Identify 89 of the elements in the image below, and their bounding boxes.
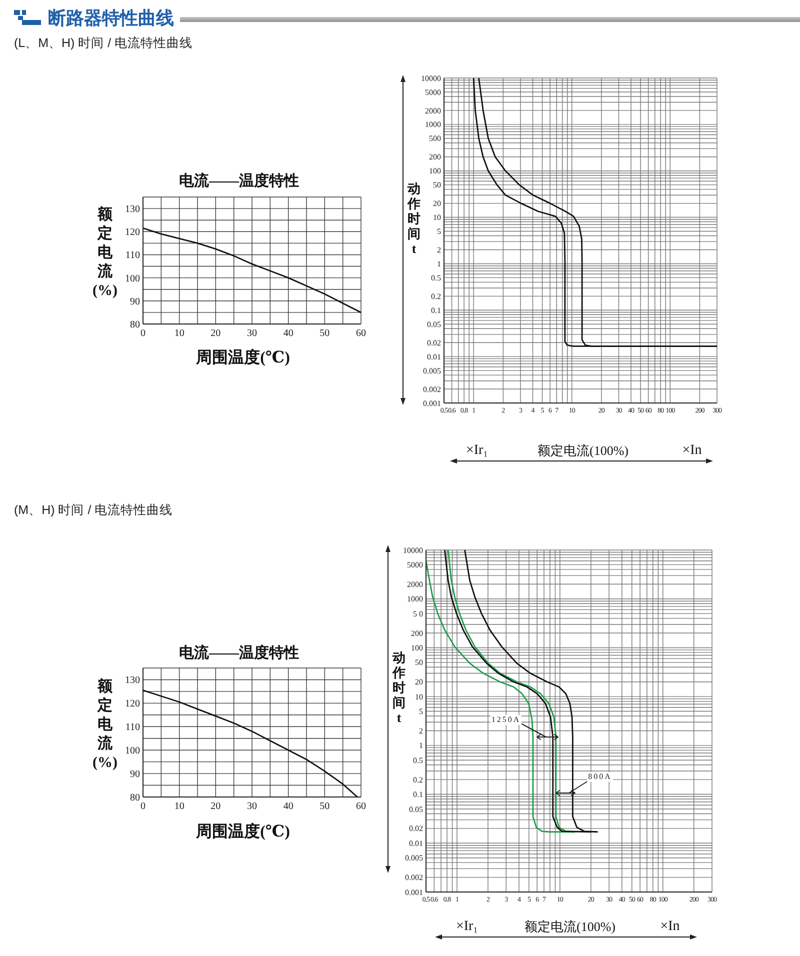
y-tick-label: 200 [429,152,441,162]
x-tick-label: 10 [174,328,184,339]
y-tick-label: 2 [437,246,441,255]
text: ×Ir₁ [456,919,478,935]
y-tick-label: 10 [415,692,423,702]
y-tick-label: 1 [419,741,423,750]
y-tick-label: 500 [429,134,441,144]
y-tick-label: 0.001 [423,398,441,408]
y-tick-label: 5000 [407,560,423,570]
chart-title: 电流——温度特性 [179,172,299,190]
y-tick-label: 0.2 [413,775,423,784]
y-tick-label: 90 [130,769,140,780]
y-tick-label: 5 [419,707,423,716]
annotation: 800A [587,772,613,782]
x-tick-label: 10 [174,801,184,812]
x-tick-label: 50 [320,328,330,339]
text: ×In [660,919,680,935]
x-tick-label: 60 [356,328,366,339]
y-tick-label: 10 [433,213,441,222]
y-axis-title: 动作时间t [392,650,406,725]
y-tick-label: 1000 [425,120,441,130]
y-tick-label: 2000 [425,106,441,116]
x-axis-title: 周围温度(℃) [196,822,290,842]
x-tick-label: 30 [247,801,257,812]
x-tick-label: 40 [283,328,294,339]
y-tick-label: 10000 [421,74,441,83]
y-tick-label: 120 [125,698,140,710]
y-tick-label: 0.01 [409,838,423,848]
y-tick-label: 80 [130,792,140,804]
y-tick-label: 200 [411,628,423,638]
y-tick-label: 100 [125,273,140,284]
y-tick-label: 130 [125,204,140,216]
y-tick-label: 0.02 [427,338,441,348]
x-tick-label: 0 [140,801,146,812]
y-tick-label: 110 [125,722,140,734]
y-tick-label: 120 [125,227,140,238]
x-tick-label: 20 [210,801,221,812]
y-tick-label: 50 [433,180,441,190]
y-tick-label: 80 [130,320,140,330]
x-axis-title: 额定电流(100%) [524,918,616,936]
y-tick-label: 0.5 [431,273,441,282]
x-axis-title: 额定电流(100%) [538,442,628,460]
y-tick-label: 20 [433,199,441,208]
y-tick-label: 1000 [407,594,423,604]
y-tick-label: 130 [125,675,140,686]
text: ×In [682,443,702,459]
text: (L、M、H) 时间 / 电流特性曲线 [14,35,193,51]
y-tick-label: 0.1 [413,790,423,800]
y-tick-label: 0.005 [405,854,423,863]
y-tick-label: 100 [411,644,423,653]
y-tick-label: 110 [125,250,140,262]
y-tick-label: 90 [130,296,140,308]
y-tick-label: 0.05 [427,320,441,329]
text: (M、H) 时间 / 电流特性曲线 [14,502,173,518]
y-axis-title: 额定电流(%) [92,206,118,301]
y-tick-label: 100 [429,166,441,176]
y-tick-label: 0.001 [405,888,423,897]
y-tick-label: 0.01 [427,352,441,362]
y-tick-label: 2 [419,726,423,736]
x-tick-label: 20 [210,328,221,339]
y-axis-title: 动作时间t [408,181,420,256]
y-tick-label: 0.02 [409,824,423,834]
y-tick-label: 50 [415,658,423,668]
x-tick-label: 0 [140,328,146,339]
y-tick-label: 5000 [425,88,441,97]
y-tick-label: 100 [125,746,140,757]
y-tick-label: 0.5 [413,756,423,765]
y-tick-label: 2000 [407,580,423,589]
chart-title: 电流——温度特性 [179,644,299,662]
y-tick-label: 0.002 [405,873,423,882]
text: ×Ir₁ [466,443,488,459]
y-tick-label: 0.05 [409,804,423,814]
x-tick-label: 50 [320,801,330,812]
text: 断路器特性曲线 [48,7,174,30]
y-tick-label: 5 0 [413,609,423,618]
x-tick-label: 40 [283,801,294,812]
y-tick-label: 1 [437,260,441,269]
y-tick-label: 0.005 [423,366,441,376]
y-tick-label: 0.2 [431,292,441,301]
y-tick-label: 20 [415,678,423,687]
x-tick-label: 60 [356,801,366,812]
y-axis-title: 额定电流(%) [92,678,118,773]
y-tick-label: 0.1 [431,306,441,315]
x-axis-title: 周围温度(℃) [196,348,290,368]
y-tick-label: 0.002 [423,384,441,394]
y-tick-label: 10000 [403,546,423,555]
annotation: 1250A [490,715,522,725]
x-tick-label: 30 [247,328,257,339]
y-tick-label: 5 [437,227,441,236]
